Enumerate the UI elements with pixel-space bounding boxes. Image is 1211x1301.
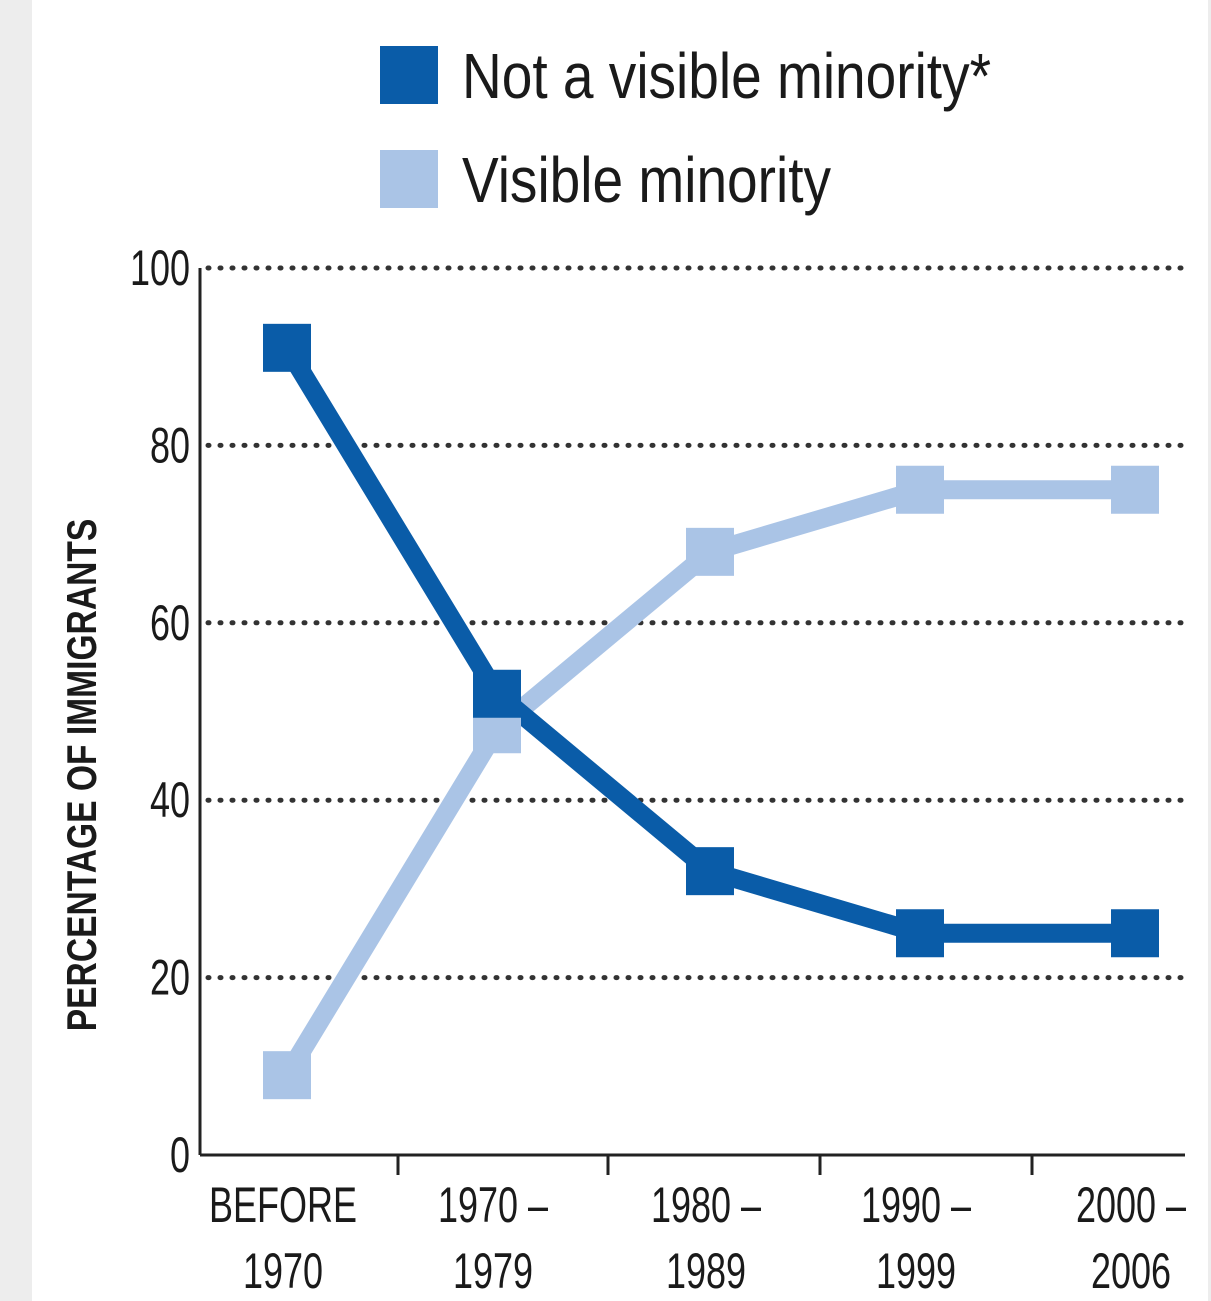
gridlines bbox=[205, 265, 1188, 981]
x-category-label: 2000 – bbox=[1076, 1178, 1187, 1233]
y-tick-label: 0 bbox=[170, 1128, 190, 1183]
chart-panel bbox=[32, 0, 1208, 1301]
y-tick-label: 80 bbox=[150, 419, 190, 474]
y-tick-labels: 0 20 40 60 80 100 bbox=[130, 241, 190, 1183]
x-category-label: 1989 bbox=[666, 1244, 746, 1299]
x-category-label: 2006 bbox=[1091, 1244, 1171, 1299]
series-line bbox=[278, 342, 1135, 943]
data-point-marker bbox=[686, 847, 734, 896]
legend-swatch bbox=[380, 150, 438, 208]
legend-swatch bbox=[380, 46, 438, 104]
y-tick-label: 20 bbox=[150, 951, 190, 1006]
data-point-marker bbox=[1111, 465, 1159, 514]
x-category-label: 1980 – bbox=[651, 1178, 762, 1233]
series-markers bbox=[263, 323, 1159, 1100]
x-tick-labels: BEFORE 1970 1970 – 1979 1980 – 1989 1990 – 1999… bbox=[209, 1178, 1187, 1299]
y-tick-label: 40 bbox=[150, 774, 190, 829]
x-category-label: 1979 bbox=[453, 1244, 533, 1299]
y-axis-label: PERCENTAGE OF IMMIGRANTS bbox=[60, 519, 106, 1031]
x-category-label: 1970 bbox=[243, 1244, 323, 1299]
legend-label: Visible minority bbox=[462, 144, 831, 216]
data-point-marker bbox=[1111, 909, 1159, 958]
axes bbox=[198, 268, 1185, 1175]
data-point-marker bbox=[896, 465, 944, 514]
series-lines bbox=[278, 342, 1135, 1081]
y-tick-label: 100 bbox=[130, 241, 190, 296]
data-point-marker bbox=[896, 909, 944, 958]
x-category-label: BEFORE bbox=[209, 1178, 357, 1233]
series-line bbox=[278, 480, 1135, 1081]
legend: Not a visible minority* Visible minority bbox=[380, 40, 991, 216]
x-category-label: 1999 bbox=[876, 1244, 956, 1299]
data-point-marker bbox=[263, 1051, 311, 1100]
y-tick-label: 60 bbox=[150, 596, 190, 651]
data-point-marker bbox=[263, 323, 311, 372]
x-category-label: 1990 – bbox=[861, 1178, 972, 1233]
legend-label: Not a visible minority* bbox=[462, 40, 991, 112]
data-point-marker bbox=[473, 669, 521, 718]
x-category-label: 1970 – bbox=[438, 1178, 549, 1233]
data-point-marker bbox=[686, 527, 734, 576]
